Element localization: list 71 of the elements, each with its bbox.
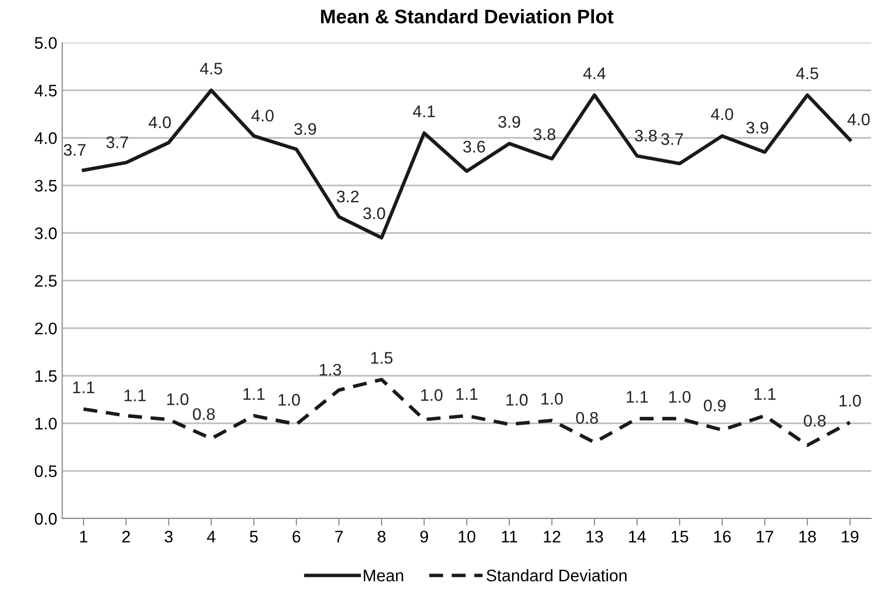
legend-label: Mean	[364, 570, 404, 582]
x-tick-label: 10	[458, 530, 476, 543]
data-label: 3.7	[661, 133, 683, 145]
x-tick-label: 17	[756, 530, 774, 542]
x-tick-label: 13	[586, 530, 603, 543]
x-tick-label: 2	[122, 530, 130, 542]
legend-label: Standard Deviation	[486, 569, 627, 582]
x-tick-label: 1	[80, 530, 88, 542]
data-label: 3.6	[463, 140, 485, 153]
data-label: 1.0	[506, 394, 528, 406]
data-label: 1.1	[244, 388, 265, 400]
x-tick-label: 7	[335, 530, 343, 542]
data-label: 4.1	[412, 106, 435, 118]
y-tick-label: 1.0	[35, 418, 57, 430]
data-label: 4.4	[583, 68, 606, 80]
data-label: 3.2	[336, 190, 359, 202]
data-label: 1.1	[626, 391, 648, 403]
data-label: 4.0	[710, 108, 734, 120]
data-label: 3.9	[294, 123, 316, 135]
x-tick-label: 6	[292, 530, 300, 543]
data-label: 4.5	[200, 62, 222, 74]
x-tick-label: 3	[164, 530, 173, 543]
y-tick-label: 2.0	[35, 322, 57, 334]
data-label: 3.9	[746, 122, 768, 134]
y-tick-label: 3.0	[34, 227, 57, 240]
data-label: 1.0	[278, 394, 300, 406]
data-label: 0.9	[704, 400, 726, 412]
data-label: 1.1	[73, 382, 94, 394]
y-tick-label: 0.0	[34, 512, 57, 525]
data-label: 0.8	[576, 412, 598, 424]
chart-title: Mean & Standard Deviation Plot	[321, 9, 614, 24]
data-label: 4.0	[251, 110, 274, 122]
data-label: 3.9	[498, 116, 520, 128]
data-label: 1.3	[320, 364, 342, 376]
y-tick-label: 5.0	[34, 37, 57, 49]
x-tick-label: 11	[502, 530, 518, 542]
data-label: 3.7	[106, 136, 128, 148]
x-tick-label: 12	[544, 530, 560, 542]
data-label: 1.0	[669, 390, 691, 403]
x-tick-label: 19	[842, 530, 858, 543]
data-label: 4.0	[148, 116, 171, 128]
y-tick-label: 3.5	[34, 180, 57, 192]
y-tick-label: 0.5	[34, 465, 57, 478]
y-tick-label: 4.5	[34, 84, 57, 96]
data-label: 1.0	[840, 394, 861, 407]
data-label: 0.8	[192, 408, 215, 420]
x-tick-label: 4	[207, 530, 216, 542]
y-tick-label: 1.5	[35, 370, 57, 382]
data-label: 1.0	[421, 389, 442, 401]
y-tick-label: 4.0	[34, 132, 57, 144]
data-label: 4.0	[848, 114, 870, 126]
x-tick-label: 9	[420, 530, 428, 543]
x-tick-label: 5	[250, 530, 258, 543]
data-label: 1.5	[371, 352, 392, 364]
data-label: 1.0	[542, 392, 563, 405]
x-tick-label: 15	[672, 530, 688, 543]
data-label: 3.8	[634, 130, 657, 142]
data-label: 3.0	[363, 207, 386, 220]
data-label: 3.7	[64, 144, 86, 156]
data-label: 1.1	[754, 388, 776, 400]
data-label: 1.1	[456, 388, 478, 400]
y-tick-label: 2.5	[35, 275, 57, 287]
data-label: 1.0	[167, 393, 188, 406]
x-tick-label: 16	[714, 530, 731, 543]
data-label: 1.1	[124, 390, 146, 402]
data-label: 3.8	[534, 128, 556, 140]
data-label: 0.8	[804, 414, 826, 427]
x-tick-label: 14	[629, 530, 646, 542]
x-tick-label: 8	[378, 530, 386, 543]
x-tick-label: 18	[799, 530, 816, 543]
data-label: 4.5	[796, 68, 818, 80]
